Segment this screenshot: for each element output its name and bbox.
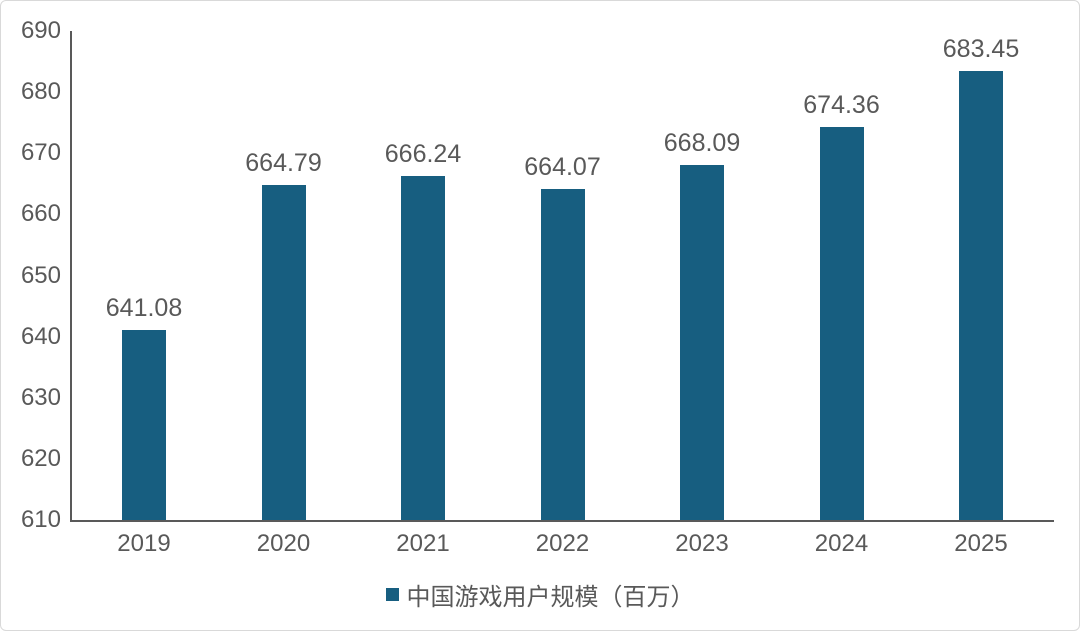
x-tick-label: 2020 xyxy=(256,530,311,557)
y-tick-label: 690 xyxy=(20,17,61,44)
y-tick-label: 670 xyxy=(20,139,61,167)
x-tick-label: 2021 xyxy=(396,530,450,557)
x-tick-label: 2023 xyxy=(675,530,729,557)
y-axis-line xyxy=(70,31,72,522)
bar-2022 xyxy=(540,189,585,520)
bar-2020 xyxy=(261,185,306,520)
bar-value-label: 664.07 xyxy=(524,153,601,182)
legend-label: 中国游戏用户规模（百万） xyxy=(406,584,695,611)
y-tick-label: 650 xyxy=(20,261,61,289)
bar-value-label: 683.45 xyxy=(942,35,1020,64)
bar-value-label: 674.36 xyxy=(803,90,880,119)
y-tick-label: 640 xyxy=(20,322,61,350)
bar-value-label: 666.24 xyxy=(384,140,462,169)
bar-2024 xyxy=(819,126,864,520)
legend-square-marker-icon xyxy=(385,588,399,601)
bar-2019 xyxy=(122,330,166,520)
y-tick-label: 680 xyxy=(20,78,61,106)
y-tick-label: 620 xyxy=(20,444,61,472)
bar-value-label: 641.08 xyxy=(105,294,183,323)
bar-2023 xyxy=(680,164,724,520)
bar-2021 xyxy=(401,176,445,520)
y-tick-label: 610 xyxy=(20,506,61,533)
bar-2025 xyxy=(959,71,1003,520)
y-tick-label: 630 xyxy=(20,383,61,411)
x-tick-label: 2024 xyxy=(814,530,869,557)
legend: 中国游戏用户规模（百万） xyxy=(1,577,1079,612)
bar-value-label: 668.09 xyxy=(663,128,741,157)
x-tick-label: 2025 xyxy=(954,530,1008,557)
x-tick-label: 2022 xyxy=(535,530,590,557)
y-tick-label: 660 xyxy=(20,200,61,228)
x-tick-label: 2019 xyxy=(117,530,171,557)
bar-value-label: 664.79 xyxy=(245,149,322,178)
x-axis-line xyxy=(70,520,1054,522)
